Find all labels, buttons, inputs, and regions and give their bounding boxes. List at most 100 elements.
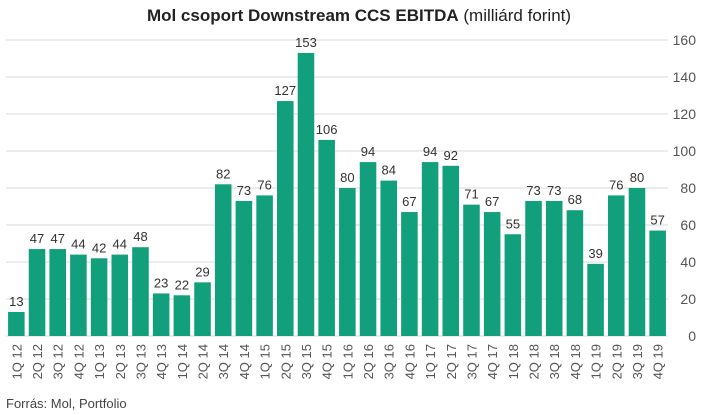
x-tick-label: 3Q 17 xyxy=(464,344,479,379)
bar xyxy=(401,212,418,336)
y-tick-label: 60 xyxy=(680,217,696,233)
data-label: 23 xyxy=(154,275,168,290)
y-tick-label: 20 xyxy=(680,291,696,307)
data-label: 44 xyxy=(71,237,85,252)
x-tick-label: 1Q 14 xyxy=(175,344,190,379)
data-label: 68 xyxy=(568,192,582,207)
data-label: 44 xyxy=(113,237,127,252)
bar xyxy=(318,139,335,336)
x-tick-label: 4Q 13 xyxy=(154,344,169,379)
bar xyxy=(608,195,625,336)
bar xyxy=(380,180,397,336)
data-label: 94 xyxy=(423,144,437,159)
x-tick-label: 1Q 19 xyxy=(589,344,604,379)
bar xyxy=(297,52,315,336)
chart-title: Mol csoport Downstream CCS EBITDA (milli… xyxy=(0,6,718,26)
data-label: 39 xyxy=(588,246,602,261)
bar xyxy=(194,282,211,336)
data-label: 80 xyxy=(340,170,354,185)
chart-title-unit: (milliárd forint) xyxy=(463,6,572,25)
y-tick-label: 80 xyxy=(680,180,696,196)
y-tick-label: 160 xyxy=(673,32,697,48)
x-tick-label: 1Q 15 xyxy=(258,344,273,379)
bar xyxy=(504,234,522,336)
x-tick-label: 2Q 13 xyxy=(113,344,128,379)
x-tick-label: 4Q 12 xyxy=(71,344,86,379)
x-tick-label: 1Q 18 xyxy=(506,344,521,379)
source-note: Forrás: Mol, Portfolio xyxy=(6,396,127,411)
bar xyxy=(111,254,129,336)
bar xyxy=(256,195,273,336)
bar xyxy=(525,200,542,336)
data-label: 127 xyxy=(274,83,296,98)
bar xyxy=(463,204,480,336)
y-tick-label: 40 xyxy=(680,254,696,270)
x-tick-label: 4Q 19 xyxy=(651,344,666,379)
bar xyxy=(359,162,377,336)
x-tick-label: 2Q 18 xyxy=(527,344,542,379)
bar xyxy=(421,162,439,336)
bar xyxy=(442,165,460,336)
x-tick-label: 1Q 12 xyxy=(9,344,24,379)
data-label: 153 xyxy=(295,35,317,50)
chart-title-main: Mol csoport Downstream CCS EBITDA xyxy=(146,6,459,25)
y-tick-label: 100 xyxy=(673,143,697,159)
data-label: 92 xyxy=(444,148,458,163)
x-tick-label: 1Q 16 xyxy=(340,344,355,379)
bar xyxy=(339,188,356,336)
x-tick-label: 3Q 18 xyxy=(547,344,562,379)
bar xyxy=(70,254,87,336)
x-tick-label: 3Q 15 xyxy=(299,344,314,379)
x-tick-label: 2Q 14 xyxy=(196,344,211,379)
x-tick-label: 4Q 17 xyxy=(485,344,500,379)
x-tick-label: 2Q 17 xyxy=(444,344,459,379)
x-tick-label: 4Q 15 xyxy=(320,344,335,379)
bar xyxy=(90,258,108,336)
data-label: 55 xyxy=(506,216,520,231)
data-label: 73 xyxy=(526,183,540,198)
bar xyxy=(132,247,149,336)
bar xyxy=(173,295,191,336)
y-tick-label: 0 xyxy=(688,328,696,344)
y-tick-label: 120 xyxy=(673,106,697,122)
data-label: 67 xyxy=(485,194,499,209)
x-tick-label: 3Q 14 xyxy=(216,344,231,379)
data-label: 22 xyxy=(175,277,189,292)
bar xyxy=(49,249,66,336)
x-tick-label: 2Q 19 xyxy=(609,344,624,379)
bar xyxy=(235,200,253,336)
bar xyxy=(587,263,604,336)
data-label: 76 xyxy=(609,177,623,192)
data-label: 67 xyxy=(402,194,416,209)
x-tick-label: 1Q 13 xyxy=(92,344,107,379)
data-label: 94 xyxy=(361,144,375,159)
x-tick-label: 2Q 15 xyxy=(278,344,293,379)
bar xyxy=(214,184,232,336)
bar xyxy=(28,249,46,336)
bar xyxy=(649,230,666,336)
data-label: 47 xyxy=(50,231,64,246)
x-tick-label: 1Q 17 xyxy=(423,344,438,379)
bar xyxy=(545,200,563,336)
x-tick-label: 3Q 19 xyxy=(630,344,645,379)
bar xyxy=(483,212,501,336)
x-tick-label: 3Q 16 xyxy=(382,344,397,379)
bar xyxy=(277,101,294,336)
data-label: 73 xyxy=(237,183,251,198)
data-label: 48 xyxy=(133,229,147,244)
data-label: 47 xyxy=(30,231,44,246)
data-label: 57 xyxy=(650,213,664,228)
x-tick-label: 4Q 18 xyxy=(568,344,583,379)
data-label: 84 xyxy=(381,163,395,178)
data-label: 76 xyxy=(257,177,271,192)
data-label: 71 xyxy=(464,187,478,202)
bar xyxy=(8,311,25,336)
x-tick-label: 3Q 12 xyxy=(51,344,66,379)
bar xyxy=(566,210,584,336)
data-label: 82 xyxy=(216,166,230,181)
x-tick-label: 4Q 14 xyxy=(237,344,252,379)
x-tick-label: 3Q 13 xyxy=(133,344,148,379)
data-label: 13 xyxy=(9,294,23,309)
bar xyxy=(152,293,170,336)
